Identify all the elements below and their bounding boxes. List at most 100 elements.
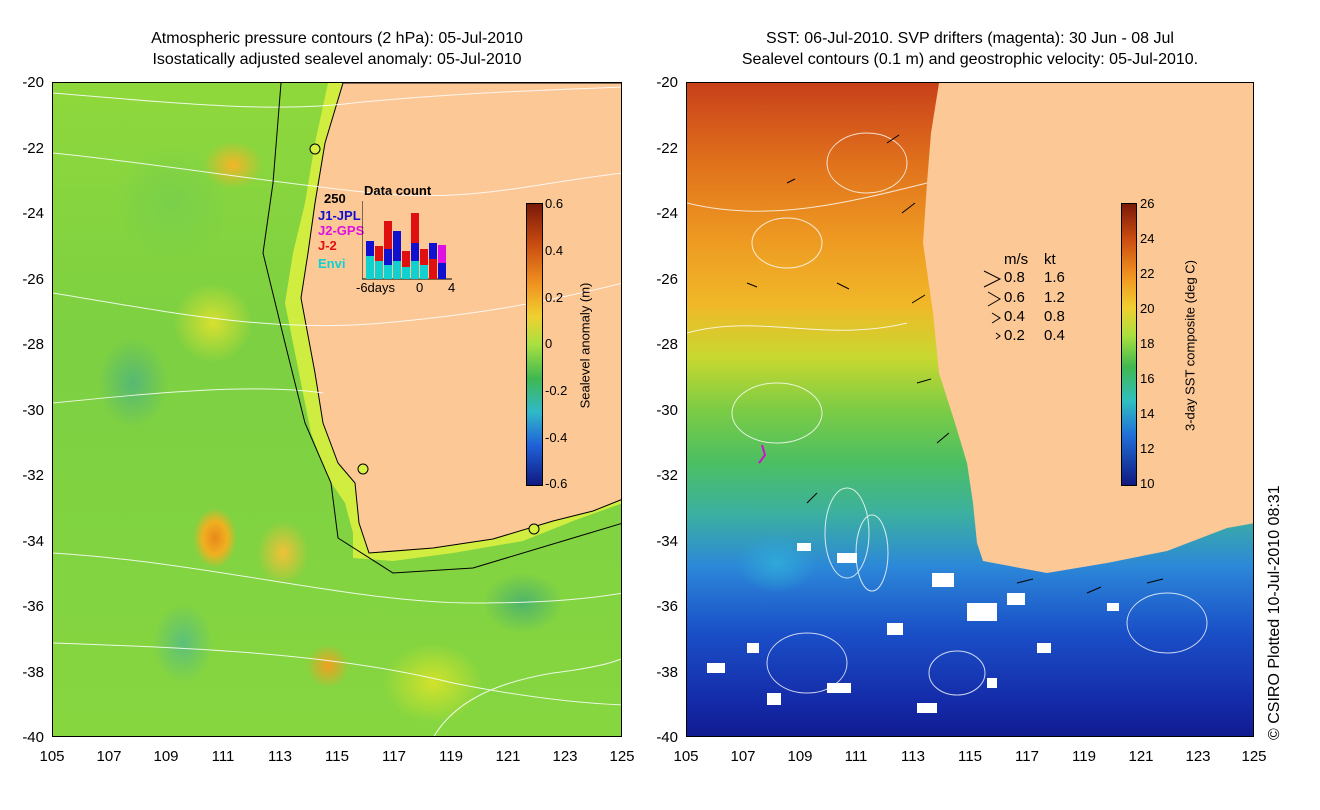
left-y-tick: -24 <box>22 205 44 222</box>
inset-x-zero: 0 <box>416 280 424 295</box>
vel-row-ms: 0.8 <box>1004 269 1025 286</box>
sealevel-colorbar <box>526 203 543 486</box>
legend-j1-jpl: J1-JPL <box>318 208 361 223</box>
vel-arrow-icon <box>991 312 1001 324</box>
right-x-tick: 107 <box>730 748 756 765</box>
legend-j2-gps: J2-GPS <box>318 223 365 238</box>
right-cb-tick: 12 <box>1140 441 1155 456</box>
geostrophic-velocity-arrows <box>746 134 1164 594</box>
vel-row-kt: 0.4 <box>1044 327 1065 344</box>
left-y-tick: -36 <box>22 598 44 615</box>
svp-drifter-track <box>758 444 767 464</box>
right-y-tick: -20 <box>656 74 678 91</box>
right-title-line2: Sealevel contours (0.1 m) and geostrophi… <box>741 51 1199 68</box>
right-x-tick: 125 <box>1241 748 1267 765</box>
left-cb-tick: 0.6 <box>545 196 564 211</box>
sealevel-contours <box>687 132 1208 696</box>
legend-j-2: J-2 <box>318 238 337 253</box>
left-y-tick: -30 <box>22 402 44 419</box>
right-x-tick: 117 <box>1015 748 1039 765</box>
left-x-tick: 115 <box>325 748 349 765</box>
sst-colorbar <box>1121 203 1137 486</box>
right-y-tick: -32 <box>656 467 678 484</box>
station-marker <box>528 523 540 535</box>
vel-header-ms: m/s <box>1004 251 1029 268</box>
right-x-tick: 119 <box>1072 748 1096 765</box>
left-x-tick: 123 <box>552 748 578 765</box>
right-x-tick: 123 <box>1185 748 1211 765</box>
right-y-tick: -34 <box>656 533 678 550</box>
sst-map: m/s kt 0.8 1.6 0.6 1.2 0.4 0.8 0.2 0.4 <box>686 82 1254 737</box>
inset-title: Data count <box>364 183 432 198</box>
right-y-tick: -22 <box>656 140 678 157</box>
australia-land <box>923 83 1253 573</box>
right-map-overlay <box>687 83 1253 713</box>
vel-row-ms: 0.2 <box>1004 327 1025 344</box>
vel-row-kt: 0.8 <box>1044 308 1065 325</box>
data-count-bars <box>362 201 452 280</box>
left-cb-tick: 0.2 <box>545 290 564 305</box>
vel-header-kt: kt <box>1044 251 1056 268</box>
right-y-tick: -36 <box>656 598 678 615</box>
right-cb-tick: 24 <box>1140 231 1155 246</box>
right-x-tick: 111 <box>844 748 868 765</box>
bar-group <box>366 213 446 279</box>
legend-envi: Envi <box>318 256 346 271</box>
left-colorbar-label: Sealevel anomaly (m) <box>577 282 593 409</box>
pressure-contours <box>53 86 621 736</box>
left-y-tick: -20 <box>22 74 44 91</box>
left-y-tick: -26 <box>22 271 44 288</box>
left-cb-tick: -0.6 <box>545 476 568 491</box>
station-marker <box>357 463 369 475</box>
right-cb-tick: 20 <box>1140 301 1155 316</box>
left-title-line1: Atmospheric pressure contours (2 hPa): 0… <box>151 30 523 47</box>
vel-arrow-icon <box>987 291 1001 307</box>
right-cb-tick: 10 <box>1140 476 1155 491</box>
left-x-tick: 125 <box>609 748 635 765</box>
left-x-tick: 121 <box>495 748 521 765</box>
right-title-line1: SST: 06-Jul-2010. SVP drifters (magenta)… <box>766 30 1174 47</box>
inset-x-start: -6days <box>356 280 396 295</box>
left-cb-tick: -0.4 <box>545 430 568 445</box>
left-x-tick: 117 <box>382 748 406 765</box>
left-x-tick: 105 <box>39 748 65 765</box>
vel-arrow-icon <box>995 332 1001 340</box>
right-cb-tick: 22 <box>1140 266 1155 281</box>
left-x-tick: 107 <box>96 748 122 765</box>
right-x-tick: 109 <box>787 748 813 765</box>
vel-row-ms: 0.4 <box>1004 308 1025 325</box>
left-y-tick: -32 <box>22 467 44 484</box>
vel-arrow-icon <box>983 270 1002 288</box>
data-count-inset: Data count 250 J1-JPL J2-GPS J-2 Envi -6… <box>316 183 456 295</box>
right-y-tick: -38 <box>656 664 678 681</box>
right-cb-tick: 18 <box>1140 336 1155 351</box>
plot-credit: © CSIRO Plotted 10-Jul-2010 08:31 <box>1266 485 1283 740</box>
right-colorbar-label: 3-day SST composite (deg C) <box>1182 260 1198 431</box>
right-y-tick: -26 <box>656 271 678 288</box>
coastal-shelf-band <box>285 83 621 561</box>
vel-row-kt: 1.6 <box>1044 269 1065 286</box>
left-title-line2: Isostatically adjusted sealevel anomaly:… <box>152 51 522 68</box>
left-x-tick: 109 <box>153 748 179 765</box>
right-x-tick: 105 <box>673 748 699 765</box>
left-cb-tick: -0.2 <box>545 383 568 398</box>
right-y-tick: -28 <box>656 336 678 353</box>
left-y-tick: -40 <box>22 729 44 746</box>
inset-x-end: 4 <box>448 280 456 295</box>
right-x-tick: 121 <box>1128 748 1154 765</box>
right-cb-tick: 14 <box>1140 406 1155 421</box>
left-y-tick: -38 <box>22 664 44 681</box>
left-y-tick: -28 <box>22 336 44 353</box>
left-x-tick: 111 <box>211 748 235 765</box>
inset-ymax: 250 <box>324 191 346 206</box>
left-x-tick: 113 <box>268 748 292 765</box>
vel-row-kt: 1.2 <box>1044 289 1065 306</box>
right-y-tick: -24 <box>656 205 678 222</box>
left-y-tick: -22 <box>22 140 44 157</box>
left-cb-tick: 0.4 <box>545 243 564 258</box>
right-cb-tick: 26 <box>1140 196 1155 211</box>
right-y-tick: -40 <box>656 729 678 746</box>
left-y-tick: -34 <box>22 533 44 550</box>
right-x-tick: 115 <box>958 748 982 765</box>
right-y-tick: -30 <box>656 402 678 419</box>
